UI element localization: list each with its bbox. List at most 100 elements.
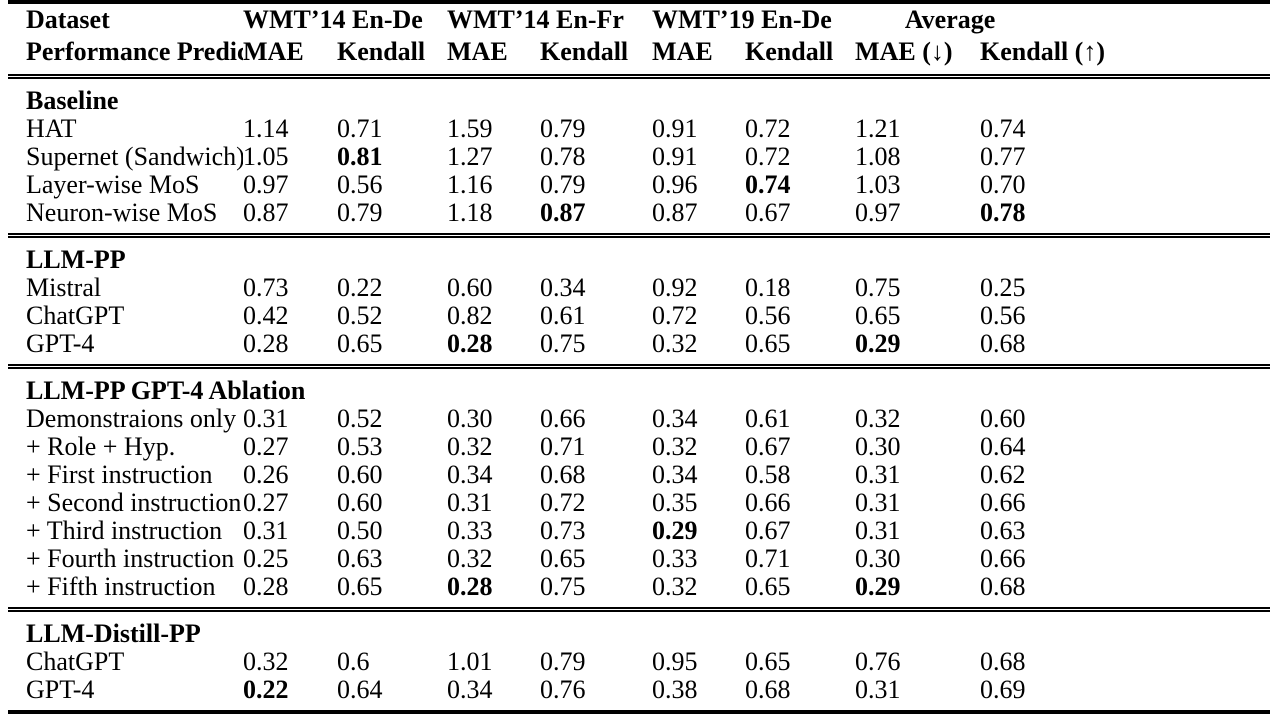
table-cell: 0.65 xyxy=(745,573,791,601)
table-cell: 0.60 xyxy=(337,461,383,489)
table-cell: 0.72 xyxy=(745,115,791,143)
table-cell: 0.79 xyxy=(540,115,586,143)
section-title: LLM-PP GPT-4 Ablation xyxy=(26,376,306,405)
table-cell: 0.66 xyxy=(540,405,586,433)
table-cell: 0.33 xyxy=(652,545,698,573)
table-cell: 0.32 xyxy=(447,545,493,573)
row-label: + Third instruction xyxy=(26,517,223,545)
table-cell: 0.31 xyxy=(447,489,493,517)
table-cell: 0.96 xyxy=(652,171,698,199)
table-row: Layer-wise MoS 0.97 0.56 1.16 0.79 0.96 0.74 1.… xyxy=(8,171,1270,199)
table-cell: 0.64 xyxy=(337,676,383,704)
table-cell: 0.32 xyxy=(243,648,289,676)
table-cell: 0.25 xyxy=(980,274,1026,302)
table-cell: 0.65 xyxy=(745,648,791,676)
table-row: Neuron-wise MoS 0.87 0.79 1.18 0.87 0.87 0.67 0… xyxy=(8,199,1270,236)
table-cell: 0.79 xyxy=(540,171,586,199)
table-cell: 0.79 xyxy=(540,648,586,676)
table-cell: 0.35 xyxy=(652,489,698,517)
table-cell: 0.25 xyxy=(243,545,289,573)
table-cell: 0.66 xyxy=(745,489,791,517)
header-sub-row: Performance Predictor MAE Kendall MAE Ke… xyxy=(8,36,1270,77)
table-cell: 0.75 xyxy=(855,274,901,302)
table-cell: 0.34 xyxy=(652,461,698,489)
table-cell: 0.91 xyxy=(652,115,698,143)
table-cell: 0.63 xyxy=(980,517,1026,545)
table-cell: 0.52 xyxy=(337,405,383,433)
row-label: Layer-wise MoS xyxy=(26,171,200,199)
table-cell: 0.32 xyxy=(652,330,698,358)
table-cell: 0.72 xyxy=(652,302,698,330)
table-cell: 0.65 xyxy=(855,302,901,330)
table-cell: 0.56 xyxy=(745,302,791,330)
table-cell: 0.78 xyxy=(540,143,586,171)
header-group-wmt14-en-fr: WMT’14 En-Fr xyxy=(447,5,624,34)
table-cell: 0.76 xyxy=(540,676,586,704)
table-cell: 0.60 xyxy=(980,405,1026,433)
table-cell: 0.34 xyxy=(540,274,586,302)
table-cell: 1.08 xyxy=(855,143,901,171)
section-baseline: Baseline HAT 1.14 0.71 1.59 0.79 0.91 0.72 1.21 0… xyxy=(8,77,1271,236)
table-cell: 1.27 xyxy=(447,143,493,171)
table-cell: 0.71 xyxy=(540,433,586,461)
section-title-row: Baseline xyxy=(8,77,1270,116)
table-cell: 0.31 xyxy=(243,517,289,545)
table-cell: 0.22 xyxy=(243,676,289,704)
table-cell: 0.95 xyxy=(652,648,698,676)
section-title-row: LLM-PP GPT-4 Ablation xyxy=(8,367,1270,406)
table-cell: 0.34 xyxy=(652,405,698,433)
table-cell: 0.67 xyxy=(745,199,791,227)
table-cell: 0.63 xyxy=(337,545,383,573)
header-group-wmt19-en-de: WMT’19 En-De xyxy=(652,5,832,34)
section-title: Baseline xyxy=(26,86,119,115)
header-dataset: Dataset xyxy=(26,5,110,34)
table-cell: 0.75 xyxy=(540,573,586,601)
table-cell: 0.62 xyxy=(980,461,1026,489)
table-cell: 0.72 xyxy=(745,143,791,171)
table-cell: 0.28 xyxy=(243,330,289,358)
table-row: + Role + Hyp. 0.27 0.53 0.32 0.71 0.32 0.67 0.3… xyxy=(8,433,1270,461)
table-cell: 0.6 xyxy=(337,648,370,676)
table-row: + Fourth instruction 0.25 0.63 0.32 0.65 0.33… xyxy=(8,545,1270,573)
table-row: Mistral 0.73 0.22 0.60 0.34 0.92 0.18 0.75 0.25 xyxy=(8,274,1270,302)
table-cell: 0.31 xyxy=(243,405,289,433)
header-group-row: Dataset WMT’14 En-De WMT’14 En-Fr WMT’19… xyxy=(8,2,1270,36)
table-cell: 0.28 xyxy=(447,573,493,601)
section-title: LLM-PP xyxy=(26,245,126,274)
table-cell: 0.68 xyxy=(745,676,791,704)
header-mae-3: MAE xyxy=(652,37,713,66)
table-cell: 1.59 xyxy=(447,115,493,143)
header-kendall-avg: Kendall (↑) xyxy=(980,37,1105,66)
table-cell: 1.05 xyxy=(243,143,289,171)
table-cell: 0.18 xyxy=(745,274,791,302)
table-cell: 0.75 xyxy=(540,330,586,358)
table-row: HAT 1.14 0.71 1.59 0.79 0.91 0.72 1.21 0.74 xyxy=(8,115,1270,143)
table-row: Demonstraions only 0.31 0.52 0.30 0.66 0.34 0.… xyxy=(8,405,1270,433)
table-cell: 0.38 xyxy=(652,676,698,704)
section-llm-pp: LLM-PP Mistral 0.73 0.22 0.60 0.34 0.92 0.18 0.7… xyxy=(8,236,1271,367)
table-cell: 0.74 xyxy=(980,115,1026,143)
table-row: GPT-4 0.28 0.65 0.28 0.75 0.32 0.65 0.29 0.68 xyxy=(8,330,1270,367)
table-cell: 0.68 xyxy=(980,330,1026,358)
table-cell: 0.32 xyxy=(652,433,698,461)
table-cell: 0.74 xyxy=(745,171,791,199)
table-cell: 0.31 xyxy=(855,517,901,545)
table-cell: 0.73 xyxy=(540,517,586,545)
table-cell: 0.87 xyxy=(243,199,289,227)
row-label: + Fifth instruction xyxy=(26,573,216,601)
table-cell: 0.42 xyxy=(243,302,289,330)
table-cell: 0.78 xyxy=(980,199,1026,227)
table-cell: 0.31 xyxy=(855,676,901,704)
table-cell: 0.87 xyxy=(540,199,586,227)
table-cell: 0.67 xyxy=(745,517,791,545)
table-cell: 1.03 xyxy=(855,171,901,199)
table-cell: 0.92 xyxy=(652,274,698,302)
table-cell: 0.79 xyxy=(337,199,383,227)
table-row: ChatGPT 0.32 0.6 1.01 0.79 0.95 0.65 0.76 0.68 xyxy=(8,648,1270,676)
table-cell: 0.68 xyxy=(980,573,1026,601)
table-cell: 0.82 xyxy=(447,302,493,330)
table-cell: 0.33 xyxy=(447,517,493,545)
table-cell: 0.67 xyxy=(745,433,791,461)
table-cell: 1.16 xyxy=(447,171,493,199)
